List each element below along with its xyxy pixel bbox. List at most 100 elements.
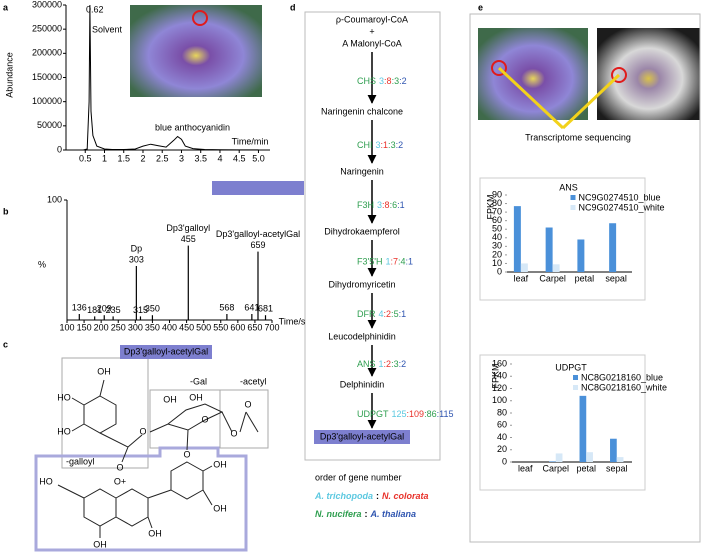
group-box [61, 357, 149, 469]
y-tick-label: 160 [492, 358, 507, 368]
caption: Transcriptome sequencing [525, 132, 631, 142]
gene-count: 6 [392, 200, 397, 210]
gene-count: 5 [394, 309, 399, 319]
name-box [314, 430, 410, 444]
species-legend: N. nucifera: A. thaliana [315, 509, 416, 519]
x-tick-label: 3.5 [194, 153, 207, 163]
compound: Dp3'galloyl-acetylGal [320, 431, 404, 441]
y-tick-label: 80 [497, 407, 507, 417]
panel-label: a [3, 2, 9, 12]
x-tick-label: 650 [247, 322, 262, 332]
atom-label: HO [57, 426, 71, 436]
y-tick-label: 80 [492, 198, 502, 208]
gene-count: 2 [398, 140, 403, 150]
y-axis-label: Abundance [4, 52, 14, 98]
y-tick-label: 100 [492, 395, 507, 405]
separator: : [365, 509, 368, 519]
species-name: A. thaliana [370, 509, 417, 519]
atom-label: OH [163, 394, 177, 404]
gene-count: 1 [383, 140, 388, 150]
y-tick-label: 100000 [32, 96, 62, 106]
photo-white-lily [597, 28, 700, 120]
gene-count: 2 [401, 359, 406, 369]
panel-label: b [3, 206, 9, 216]
separator: : [396, 140, 399, 150]
separator: : [391, 359, 394, 369]
atom-label: O [230, 428, 237, 438]
atom-label: O [116, 462, 123, 472]
atom-label: OH [97, 366, 111, 376]
x-tick-label: 2 [140, 153, 145, 163]
x-tick-label: sepal [605, 273, 627, 283]
separator: : [407, 409, 410, 419]
x-tick-label: petal [576, 463, 596, 473]
y-tick-label: 50 [492, 224, 502, 234]
x-tick-label: 5.0 [252, 153, 265, 163]
enzyme-name: CHI [357, 140, 373, 150]
x-tick-label: leaf [514, 273, 529, 283]
chart-title: ANS [559, 182, 578, 192]
separator: : [390, 200, 393, 210]
atom-label: OH [213, 459, 227, 469]
photo-blue-lily-e [478, 28, 588, 120]
x-tick-label: 3 [179, 153, 184, 163]
x-tick-label: Carpel [542, 463, 569, 473]
axis [66, 200, 272, 321]
chart-title: UDPGT [555, 362, 587, 372]
peak-label: 303 [129, 254, 144, 264]
name-box [120, 345, 212, 359]
gene-count: 3 [376, 140, 381, 150]
x-tick-label: 400 [162, 322, 177, 332]
gene-count: 1 [379, 359, 384, 369]
x-tick-label: 300 [128, 322, 143, 332]
y-tick-label: 300000 [32, 0, 62, 9]
group-label: -Gal [190, 376, 207, 386]
annotation: blue anthocyanidin [155, 122, 230, 132]
gene-count: 1 [401, 309, 406, 319]
separator: : [384, 76, 387, 86]
enzyme: F3'5'H 1:7:4:1 [357, 257, 413, 267]
legend-swatch [573, 375, 578, 380]
bar [549, 461, 556, 462]
panel-e-frame [469, 13, 701, 543]
x-tick-label: 250 [111, 322, 126, 332]
atom-label: O [183, 449, 190, 459]
gene-count: 109 [409, 409, 424, 419]
species-name: N. colorata [382, 491, 429, 501]
chart-frame [479, 354, 646, 491]
gene-count: 3 [377, 200, 382, 210]
gene-count: 2 [386, 309, 391, 319]
gene-count: 3 [394, 359, 399, 369]
x-tick-label: 350 [145, 322, 160, 332]
group-label: -galloyl [66, 456, 95, 466]
species-name: A. trichopoda [314, 491, 373, 501]
separator: : [399, 309, 402, 319]
gene-count: 4 [401, 257, 406, 267]
enzyme: CHS 3:8:3:2 [357, 76, 407, 86]
structure-bonds [57, 379, 259, 538]
atom-label: OH [213, 503, 227, 513]
gene-count: 2 [386, 359, 391, 369]
x-tick-label: 0.5 [79, 153, 92, 163]
species-name: N. nucifera [315, 509, 362, 519]
peak-label: 455 [181, 234, 196, 244]
enzyme: ANS 1:2:3:2 [357, 359, 406, 369]
separator: : [381, 140, 384, 150]
gene-count: 3 [394, 76, 399, 86]
enzyme-name: F3H [357, 200, 374, 210]
pathway-frame [304, 11, 441, 461]
x-tick-label: 150 [77, 322, 92, 332]
y-axis-label: % [38, 259, 46, 269]
y-tick-label: 100 [47, 194, 62, 204]
group-label: -acetyl [240, 376, 267, 386]
peak-name: Dp3'galloyl [166, 223, 210, 233]
y-tick-label: 0 [57, 144, 62, 154]
x-tick-label: 4 [217, 153, 222, 163]
y-tick-label: 60 [492, 215, 502, 225]
atom-label: O [139, 426, 146, 436]
x-tick-label: 4.5 [233, 153, 246, 163]
separator: : [391, 309, 394, 319]
separator: : [424, 409, 427, 419]
compound: Naringenin chalcone [321, 106, 403, 116]
